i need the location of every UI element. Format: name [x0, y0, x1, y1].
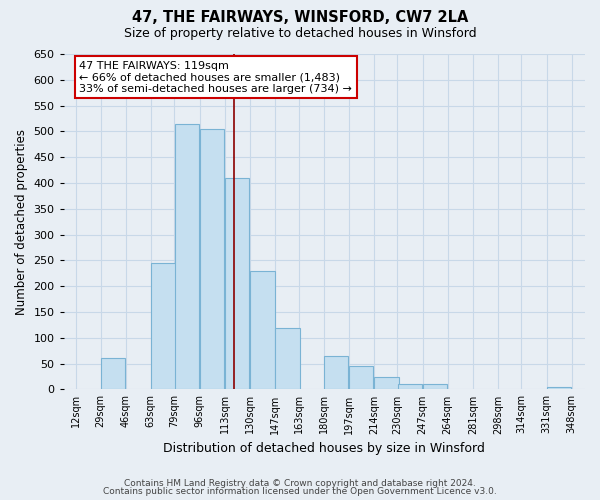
Bar: [175, 124, 199, 390]
Bar: [101, 358, 125, 390]
Bar: [275, 328, 299, 390]
X-axis label: Distribution of detached houses by size in Winsford: Distribution of detached houses by size …: [163, 442, 485, 455]
Bar: [423, 384, 447, 390]
Text: 47 THE FAIRWAYS: 119sqm
← 66% of detached houses are smaller (1,483)
33% of semi: 47 THE FAIRWAYS: 119sqm ← 66% of detache…: [79, 60, 352, 94]
Bar: [151, 263, 176, 390]
Bar: [547, 387, 571, 390]
Bar: [374, 376, 398, 390]
Text: Size of property relative to detached houses in Winsford: Size of property relative to detached ho…: [124, 28, 476, 40]
Text: Contains public sector information licensed under the Open Government Licence v3: Contains public sector information licen…: [103, 487, 497, 496]
Y-axis label: Number of detached properties: Number of detached properties: [15, 128, 28, 314]
Bar: [324, 356, 349, 390]
Bar: [349, 366, 373, 390]
Bar: [398, 384, 422, 390]
Bar: [250, 270, 275, 390]
Bar: [200, 129, 224, 390]
Text: Contains HM Land Registry data © Crown copyright and database right 2024.: Contains HM Land Registry data © Crown c…: [124, 478, 476, 488]
Bar: [225, 178, 250, 390]
Text: 47, THE FAIRWAYS, WINSFORD, CW7 2LA: 47, THE FAIRWAYS, WINSFORD, CW7 2LA: [132, 10, 468, 25]
